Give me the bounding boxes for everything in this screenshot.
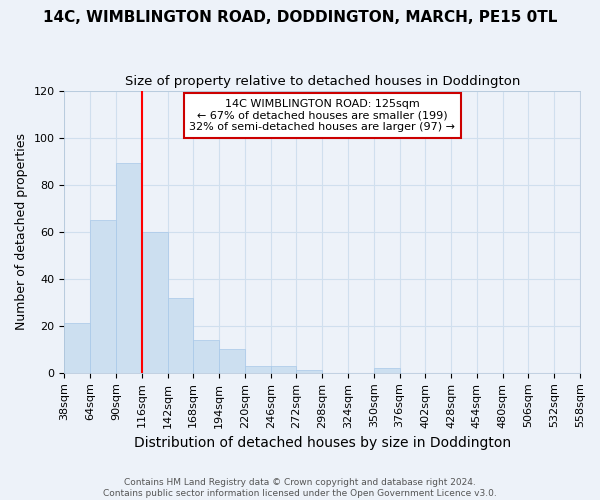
Text: 14C, WIMBLINGTON ROAD, DODDINGTON, MARCH, PE15 0TL: 14C, WIMBLINGTON ROAD, DODDINGTON, MARCH… [43,10,557,25]
Bar [90,220,116,373]
Text: Contains HM Land Registry data © Crown copyright and database right 2024.
Contai: Contains HM Land Registry data © Crown c… [103,478,497,498]
Bar [219,350,245,373]
Bar [116,164,142,373]
Bar [193,340,219,373]
Bar [374,368,400,373]
X-axis label: Distribution of detached houses by size in Doddington: Distribution of detached houses by size … [134,436,511,450]
Bar [167,298,193,373]
Y-axis label: Number of detached properties: Number of detached properties [15,133,28,330]
Text: 14C WIMBLINGTON ROAD: 125sqm
← 67% of detached houses are smaller (199)
32% of s: 14C WIMBLINGTON ROAD: 125sqm ← 67% of de… [189,99,455,132]
Bar [296,370,322,373]
Bar [271,366,296,373]
Title: Size of property relative to detached houses in Doddington: Size of property relative to detached ho… [125,75,520,88]
Bar [142,232,167,373]
Bar [245,366,271,373]
Bar [64,324,90,373]
